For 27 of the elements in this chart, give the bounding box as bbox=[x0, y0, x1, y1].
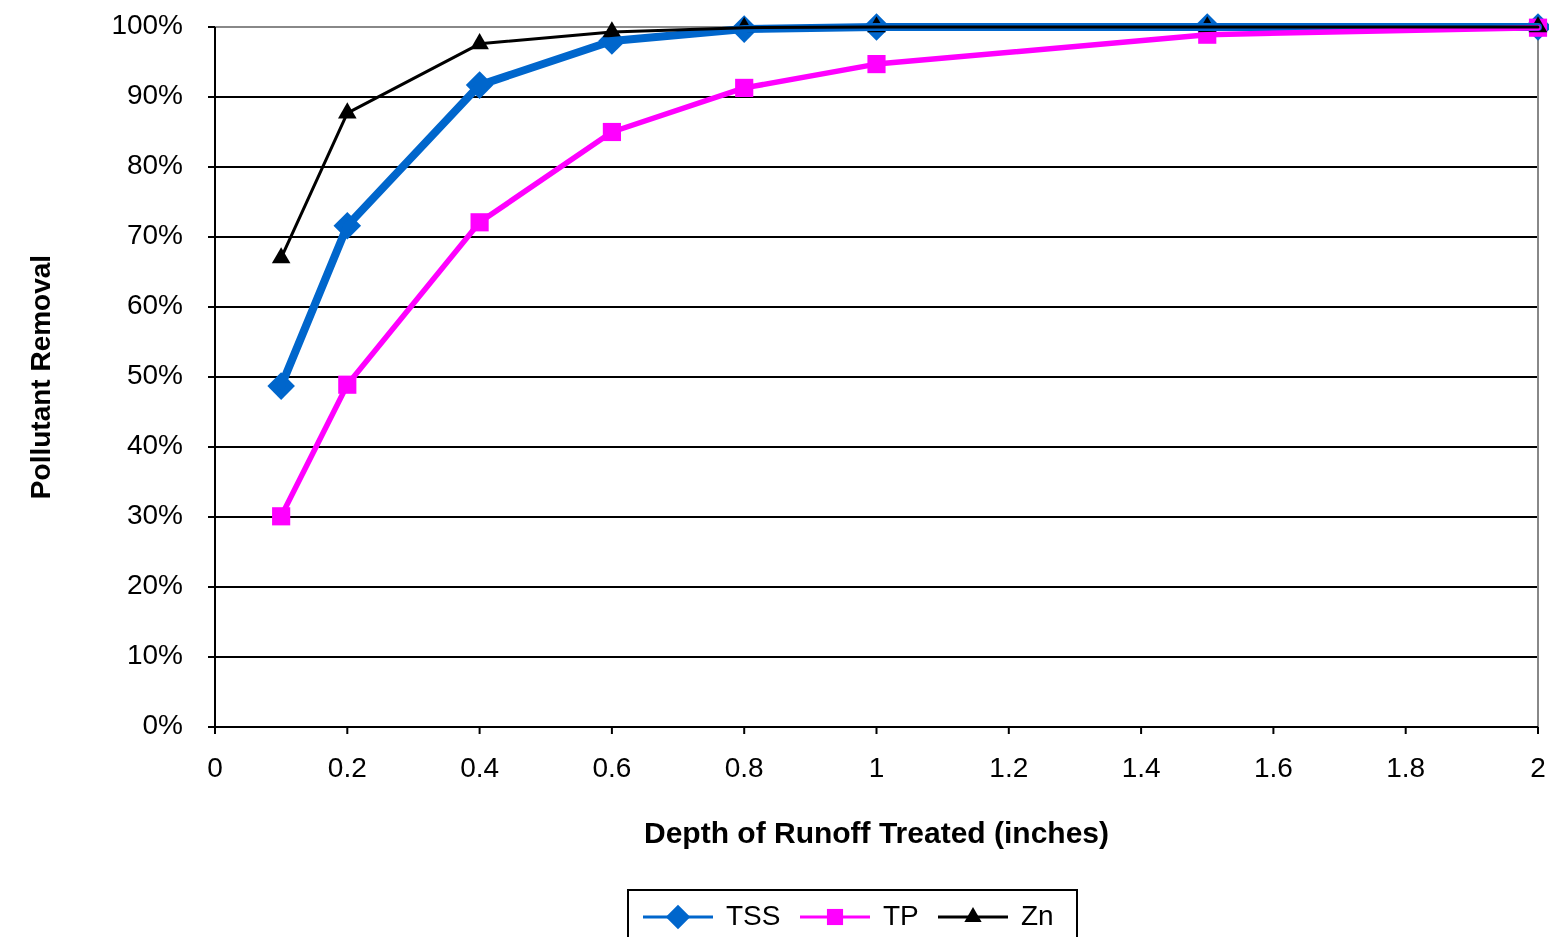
y-tick-label: 50% bbox=[126, 359, 183, 391]
y-tick-label: 60% bbox=[126, 289, 183, 321]
y-tick-label: 90% bbox=[126, 79, 183, 111]
x-tick-label: 0.4 bbox=[460, 752, 500, 783]
x-tick-label: 1.2 bbox=[989, 752, 1029, 783]
y-tick-label: 0% bbox=[142, 709, 183, 741]
y-axis-title: Pollutant Removal bbox=[25, 254, 56, 500]
y-tick-label: 70% bbox=[126, 219, 183, 251]
y-tick-label: 80% bbox=[126, 149, 183, 181]
x-axis-title: Depth of Runoff Treated (inches) bbox=[644, 816, 1109, 849]
legend-label: TP bbox=[883, 900, 919, 932]
x-tick-label: 1 bbox=[868, 752, 885, 783]
x-tick-label: 1.6 bbox=[1253, 752, 1293, 783]
y-tick-label: 40% bbox=[126, 429, 183, 461]
y-tick-label: 20% bbox=[126, 569, 183, 601]
x-tick-label: 0.6 bbox=[592, 752, 632, 783]
x-tick-label: 2 bbox=[1530, 752, 1546, 783]
y-tick-label: 30% bbox=[126, 499, 183, 531]
x-tick-label: 1.4 bbox=[1121, 752, 1161, 783]
x-tick-label: 0.8 bbox=[724, 752, 764, 783]
y-tick-label: 10% bbox=[126, 639, 183, 671]
legend-label: TSS bbox=[726, 900, 781, 932]
x-tick-label: 1.8 bbox=[1386, 752, 1426, 783]
y-tick-label: 100% bbox=[111, 9, 183, 41]
x-tick-label: 0 bbox=[207, 752, 223, 783]
x-tick-label: 0.2 bbox=[327, 752, 367, 783]
legend-label: Zn bbox=[1021, 900, 1054, 932]
